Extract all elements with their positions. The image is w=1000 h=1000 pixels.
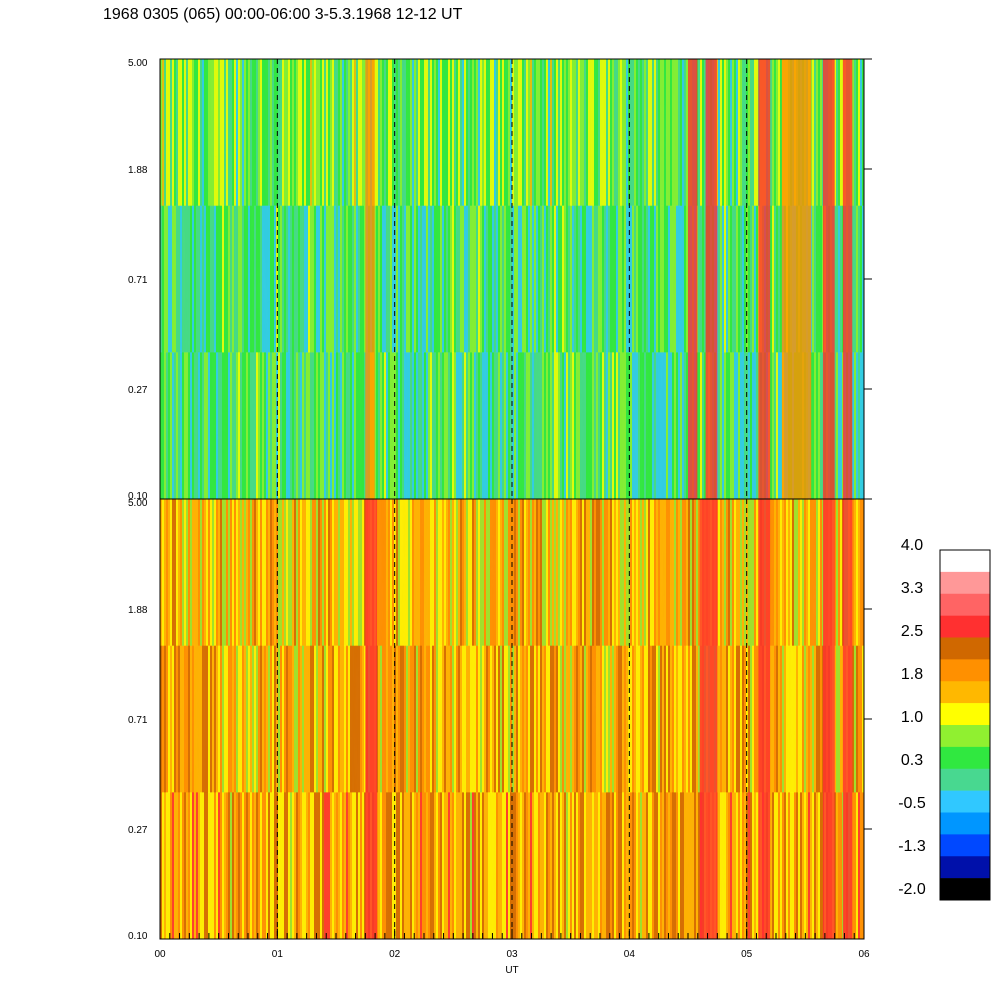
colorbar-swatch [940, 834, 990, 857]
panel-2: 5.00 1.88 0.71 0.27 0.10 [128, 498, 872, 942]
x-tick-label: 02 [389, 949, 401, 960]
feature-band [758, 499, 771, 939]
x-axis-label: UT [505, 965, 518, 976]
colorbar-swatch [940, 703, 990, 726]
feature-band [705, 59, 718, 499]
feature-band [822, 59, 835, 499]
feature-band [688, 59, 698, 499]
colorbar-swatch [940, 593, 990, 616]
y-tick-label: 0.27 [128, 825, 148, 836]
colorbar-swatch [940, 637, 990, 660]
colorbar-swatch [940, 768, 990, 791]
y-tick-label: 0.27 [128, 385, 148, 396]
colorbar-swatch [940, 856, 990, 879]
feature-band [758, 59, 771, 499]
feature-band [365, 59, 375, 499]
feature-band [699, 499, 718, 939]
colorbar-swatch [940, 812, 990, 835]
colorbar-swatch [940, 681, 990, 704]
x-tick-label: 06 [858, 949, 870, 960]
colorbar-tick-label: 2.5 [901, 623, 923, 640]
y-tick-label: 0.10 [128, 491, 148, 502]
feature-band [842, 59, 853, 499]
y-tick-label: 5.00 [128, 58, 148, 69]
feature-band [365, 499, 378, 939]
colorbar-frame [939, 549, 991, 901]
colorbar-tick-label: 4.0 [901, 537, 923, 554]
y-tick-label: 5.00 [128, 498, 148, 509]
colorbar-swatch [940, 659, 990, 682]
y-tick-label: 1.88 [128, 165, 148, 176]
y-tick-label: 0.71 [128, 275, 148, 286]
x-tick-label: 03 [506, 949, 518, 960]
colorbar-tick-label: 1.0 [901, 709, 923, 726]
colorbar-tick-label: -2.0 [898, 881, 926, 898]
feature-band [822, 499, 835, 939]
x-tick-label: 04 [624, 949, 636, 960]
feature-band [781, 59, 812, 499]
colorbar-swatch [940, 615, 990, 638]
colorbar-swatch [940, 550, 990, 573]
colorbar-swatch [940, 746, 990, 770]
panel-1: 5.00 1.88 0.71 0.27 0.10 [128, 58, 872, 502]
colorbar-tick-label: 1.8 [901, 666, 923, 683]
y-tick-label: 1.88 [128, 605, 148, 616]
colorbar-tick-label: -0.5 [898, 795, 926, 812]
x-tick-label: 00 [154, 949, 166, 960]
colorbar-swatch [940, 878, 990, 901]
colorbar-tick-label: 3.3 [901, 580, 923, 597]
colorbar-tick-label: -1.3 [898, 838, 926, 855]
colorbar-swatch [940, 725, 990, 748]
y-tick-label: 0.71 [128, 715, 148, 726]
colorbar-swatch [940, 790, 990, 813]
feature-band [842, 499, 853, 939]
x-tick-label: 01 [272, 949, 284, 960]
chart-title: 1968 0305 (065) 00:00-06:00 3-5.3.1968 1… [103, 6, 463, 23]
y-tick-label: 0.10 [128, 931, 148, 942]
colorbar-swatch [940, 571, 990, 595]
x-axis: 00 01 02 03 04 05 06 UT [154, 929, 870, 976]
colorbar: 4.0 3.3 2.5 1.8 1.0 0.3 -0.5 -1.3 -2.0 [898, 537, 991, 901]
colorbar-tick-label: 0.3 [901, 752, 923, 769]
x-tick-label: 05 [741, 949, 753, 960]
